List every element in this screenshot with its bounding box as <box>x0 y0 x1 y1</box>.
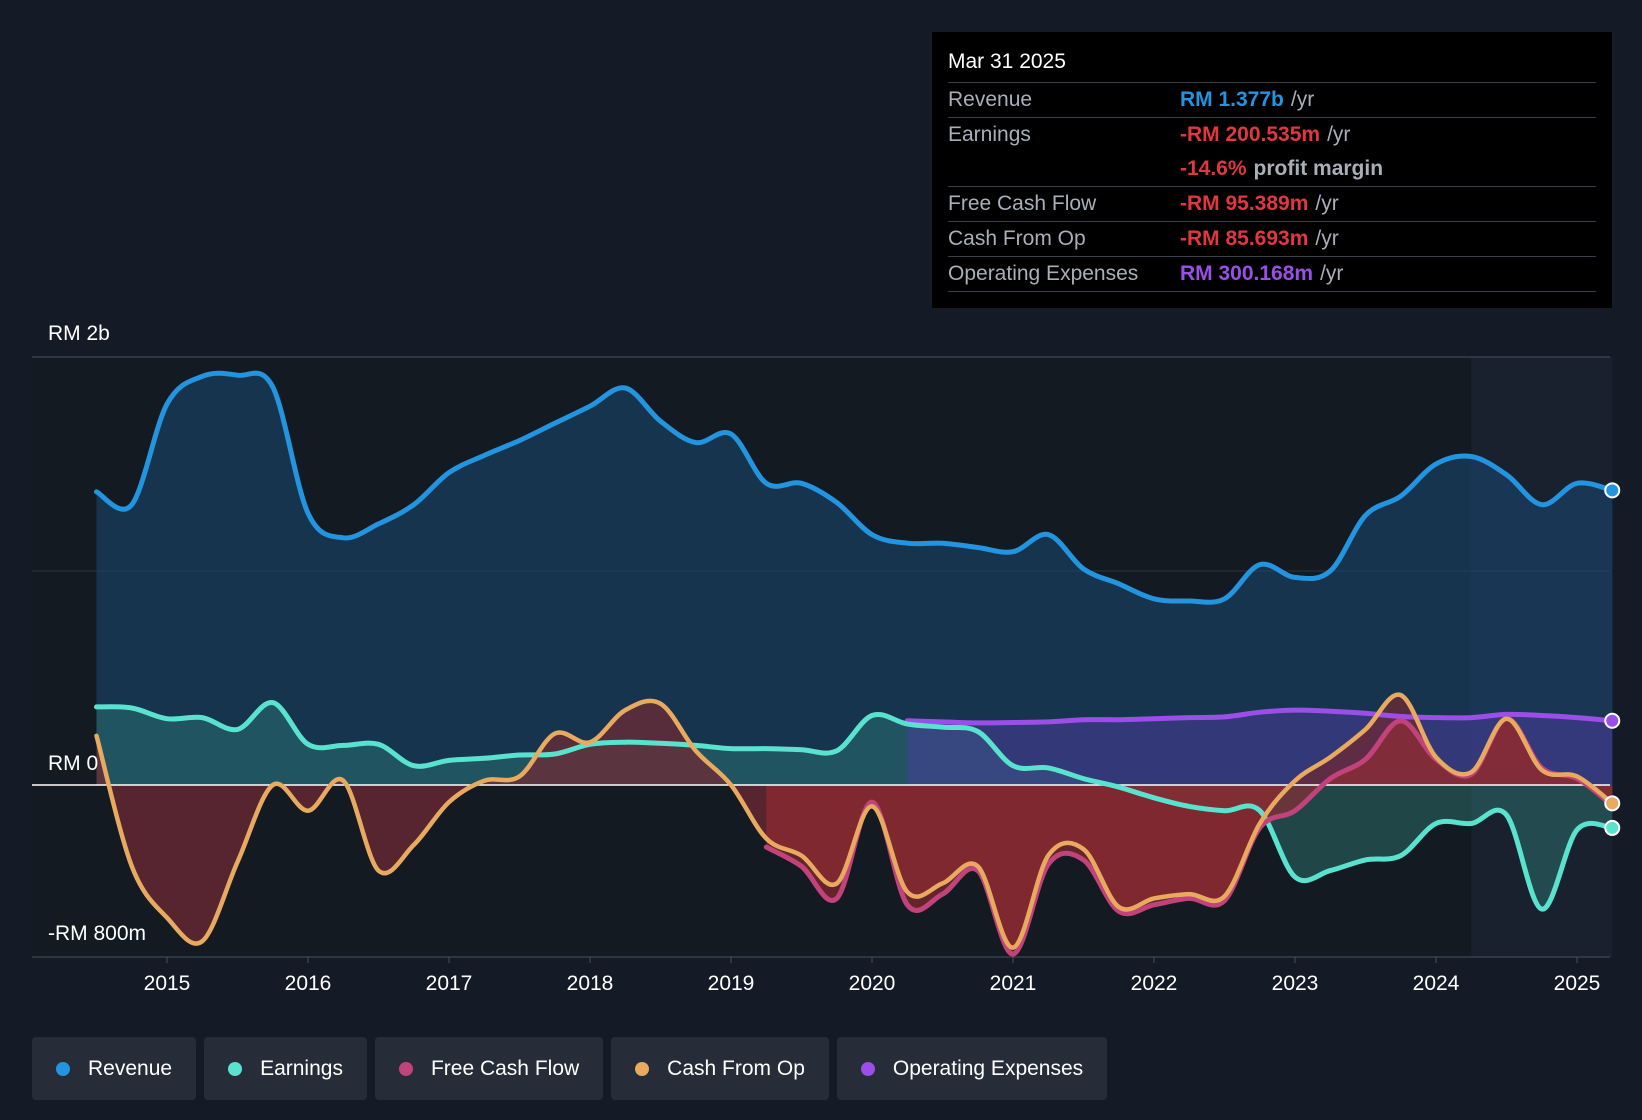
opex-line <box>904 707 1615 726</box>
tooltip-value: RM 300.168m <box>1180 262 1314 285</box>
tooltip-row-revenue: Revenue RM 1.377b /yr <box>948 82 1596 117</box>
legend: Revenue Earnings Free Cash Flow Cash Fro… <box>32 1037 1108 1100</box>
free-cash-flow-dot-icon <box>398 1061 413 1076</box>
earnings-dot-icon <box>228 1061 243 1076</box>
tooltip-value: RM 1.377b <box>1180 88 1284 111</box>
tooltip-value: -RM 200.535m <box>1180 123 1321 146</box>
opex-end-marker[interactable] <box>1604 712 1621 729</box>
revenue-dot-icon <box>56 1061 70 1076</box>
tooltip-value: -RM 95.389m <box>1180 192 1309 215</box>
legend-label: Free Cash Flow <box>430 1056 580 1080</box>
series-lines <box>94 370 1615 957</box>
tooltip-row-opex: Operating Expenses RM 300.168m /yr <box>948 256 1596 292</box>
tooltip-value: -14.6% <box>1180 157 1247 180</box>
x-tick-label: 2023 <box>1272 972 1319 995</box>
tooltip-label: Revenue <box>948 88 1033 111</box>
tooltip-unit: /yr <box>1320 262 1344 285</box>
y-axis-top-label: RM 2b <box>48 322 110 345</box>
x-tick-label: 2024 <box>1413 972 1460 995</box>
revenue-area <box>96 373 1613 785</box>
tooltip-unit: /yr <box>1315 227 1339 250</box>
revenue-end-marker[interactable] <box>1604 482 1621 499</box>
tooltip-label: Cash From Op <box>948 227 1086 250</box>
x-tick-label: 2022 <box>1131 972 1178 995</box>
tooltip-unit: profit margin <box>1253 157 1384 180</box>
y-axis-bottom-label: -RM 800m <box>48 922 146 945</box>
tooltip-label: Operating Expenses <box>948 262 1139 285</box>
fcf-area <box>766 718 1613 955</box>
operating-expenses-dot-icon <box>860 1061 875 1076</box>
revenue-line <box>94 370 1615 605</box>
cfo-end-marker[interactable] <box>1604 795 1621 812</box>
tooltip-label: Free Cash Flow <box>948 192 1097 215</box>
tooltip-row-cfo: Cash From Op -RM 85.693m /yr <box>948 221 1596 256</box>
x-tick-label: 2021 <box>990 972 1037 995</box>
y-axis-zero-label: RM 0 <box>48 752 98 775</box>
x-tick-label: 2018 <box>567 972 614 995</box>
data-tooltip: Mar 31 2025 Revenue RM 1.377b /yr Earnin… <box>932 32 1612 308</box>
legend-label: Earnings <box>260 1056 343 1080</box>
legend-item-cash-from-op[interactable]: Cash From Op <box>611 1037 829 1100</box>
x-tick-label: 2017 <box>426 972 473 995</box>
series-end-markers <box>1604 482 1621 836</box>
legend-item-operating-expenses[interactable]: Operating Expenses <box>836 1037 1108 1100</box>
earnings-end-marker[interactable] <box>1604 819 1621 836</box>
legend-label: Revenue <box>88 1056 173 1080</box>
x-tick-label: 2020 <box>849 972 896 995</box>
tooltip-unit: /yr <box>1315 192 1339 215</box>
legend-item-earnings[interactable]: Earnings <box>204 1037 367 1100</box>
legend-item-revenue[interactable]: Revenue <box>32 1037 197 1100</box>
tooltip-date: Mar 31 2025 <box>948 50 1066 73</box>
legend-item-free-cash-flow[interactable]: Free Cash Flow <box>374 1037 604 1100</box>
x-tick-label: 2015 <box>144 972 191 995</box>
legend-label: Cash From Op <box>667 1056 805 1080</box>
tooltip-label: Earnings <box>948 123 1031 146</box>
cash-from-op-dot-icon <box>635 1061 650 1076</box>
earnings-line <box>94 700 1615 912</box>
tooltip-row-fcf: Free Cash Flow -RM 95.389m /yr <box>948 186 1596 221</box>
legend-label: Operating Expenses <box>892 1056 1084 1080</box>
x-axis: 2015 2016 2017 2018 2019 2020 2021 2022 2023 2024… <box>144 957 1601 995</box>
cfo-line <box>94 692 1615 950</box>
tooltip-unit: /yr <box>1327 123 1351 146</box>
x-tick-label: 2025 <box>1554 972 1601 995</box>
x-tick-label: 2019 <box>708 972 755 995</box>
tooltip-unit: /yr <box>1290 88 1315 111</box>
x-tick-label: 2016 <box>285 972 332 995</box>
tooltip-row-earnings: Earnings -RM 200.535m /yr <box>948 117 1596 152</box>
tooltip-value: -RM 85.693m <box>1180 227 1309 250</box>
tooltip-row-margin: -14.6% profit margin <box>948 152 1596 186</box>
